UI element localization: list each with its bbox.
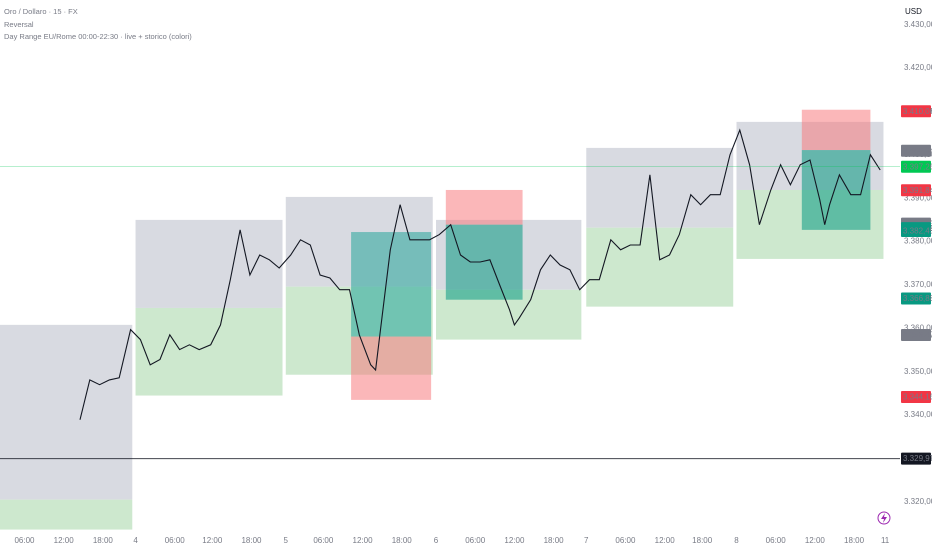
price-badge-label: 3.344,16 xyxy=(903,393,932,402)
price-line xyxy=(79,128,881,420)
x-tick-label: 5 xyxy=(284,536,289,545)
x-tick-label: 06:00 xyxy=(766,536,787,545)
price-badge xyxy=(901,224,931,237)
price-badge-label: 3.329,97 xyxy=(903,454,932,463)
x-tick-label: 4 xyxy=(133,536,138,545)
price-badge xyxy=(901,292,931,305)
reversal-zone xyxy=(445,224,523,300)
x-tick-label: 18:00 xyxy=(544,536,565,545)
price-badge xyxy=(901,391,931,404)
x-tick-label: 12:00 xyxy=(655,536,676,545)
axis-layer: 3.320,003.330,003.340,003.350,003.360,00… xyxy=(14,20,932,545)
range-upper xyxy=(0,324,133,500)
x-tick-label: 06:00 xyxy=(165,536,186,545)
x-tick-label: 18:00 xyxy=(93,536,114,545)
y-axis-label: USD xyxy=(905,7,922,16)
y-tick-label: 3.370,00 xyxy=(904,280,932,289)
x-tick-label: 12:00 xyxy=(504,536,525,545)
range-lower xyxy=(586,227,734,307)
x-tick-label: 06:00 xyxy=(14,536,35,545)
range-upper xyxy=(586,147,734,228)
x-tick-label: 12:00 xyxy=(805,536,826,545)
range-upper xyxy=(135,219,283,308)
ranges-layer xyxy=(0,109,884,530)
indicator-name: Day Range EU/Rome 00:00-22:30 · live + s… xyxy=(4,32,192,41)
y-tick-label: 3.420,00 xyxy=(904,63,932,72)
price-badge-label: 3.366,88 xyxy=(903,294,932,303)
alert-icon[interactable] xyxy=(877,511,891,525)
x-tick-label: 11 xyxy=(881,536,890,545)
price-badge-label: 3.400,94 xyxy=(903,146,932,155)
x-tick-label: 18:00 xyxy=(392,536,413,545)
y-tick-label: 3.360,00 xyxy=(904,323,932,332)
price-badge-label: 3.382,45 xyxy=(903,227,932,236)
x-tick-label: 8 xyxy=(734,536,739,545)
indicator-name: Reversal xyxy=(4,20,34,29)
y-tick-label: 3.380,00 xyxy=(904,237,932,246)
y-tick-label: 3.390,00 xyxy=(904,193,932,202)
x-tick-label: 18:00 xyxy=(692,536,713,545)
x-tick-label: 7 xyxy=(584,536,589,545)
y-tick-label: 3.430,00 xyxy=(904,20,932,29)
price-badge xyxy=(901,160,931,173)
x-tick-label: 06:00 xyxy=(313,536,334,545)
x-tick-label: 06:00 xyxy=(465,536,486,545)
price-badge xyxy=(901,105,931,118)
x-tick-label: 06:00 xyxy=(615,536,636,545)
price-badge xyxy=(901,144,931,157)
price-badge xyxy=(901,184,931,197)
price-badge-label: 3.391,84 xyxy=(903,186,932,195)
x-tick-label: 18:00 xyxy=(844,536,865,545)
x-tick-label: 6 xyxy=(434,536,439,545)
price-badge xyxy=(901,452,931,465)
price-layer xyxy=(0,128,900,460)
range-lower xyxy=(135,307,283,396)
reversal-zone xyxy=(351,232,432,337)
price-badge xyxy=(901,328,931,341)
x-tick-label: 12:00 xyxy=(202,536,223,545)
chart-title: Oro / Dollaro · 15 · FX xyxy=(4,7,78,16)
x-tick-label: 12:00 xyxy=(54,536,75,545)
reversal-zone xyxy=(801,109,871,151)
x-tick-label: 18:00 xyxy=(241,536,262,545)
range-lower xyxy=(0,499,133,530)
y-tick-label: 3.350,00 xyxy=(904,367,932,376)
y-tick-label: 3.340,00 xyxy=(904,410,932,419)
price-badge-label: 3.397,26 xyxy=(903,162,932,171)
reversal-zone xyxy=(445,189,523,225)
x-tick-label: 12:00 xyxy=(353,536,374,545)
y-tick-label: 3.320,00 xyxy=(904,497,932,506)
reversal-zone xyxy=(801,150,871,230)
price-badge-label: 3.358,47 xyxy=(903,331,932,340)
price-badge-label: 3.410,06 xyxy=(903,107,932,116)
